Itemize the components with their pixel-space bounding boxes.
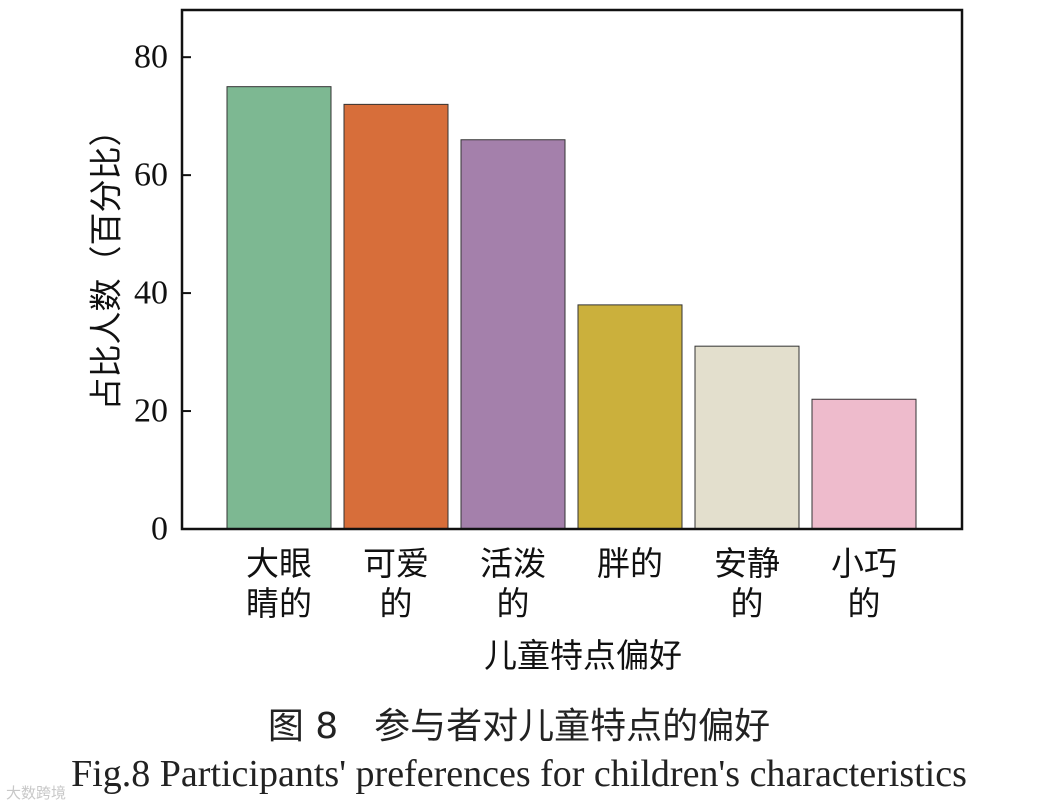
bar-0 [226,86,332,530]
y-axis-label: 占比人数（百分比） [87,114,126,411]
x-tick-label-0-line-0: 大眼 [246,544,312,583]
x-axis-label: 儿童特点偏好 [484,636,682,675]
x-tick-label-1-line-0: 可爱 [363,544,429,583]
x-tick-label-4-line-0: 安静 [714,544,780,583]
y-tick-label-0: 0 [151,511,168,548]
x-tick-label-1-line-1: 的 [380,584,413,623]
x-tick-label-3-line-0: 胖的 [597,544,663,583]
y-ticks: 0 20 40 60 80 [134,39,191,548]
bar-1 [343,103,449,530]
bars-layer [226,86,917,530]
y-tick-label-3: 60 [134,157,168,194]
x-tick-label-4-line-1: 的 [731,584,764,623]
watermark: 大数跨境 [6,784,67,802]
plot-frame [180,8,964,531]
bar-2 [460,139,566,530]
bar-5 [811,398,917,530]
bar-3 [577,304,683,530]
x-tick-label-5-line-1: 的 [848,584,881,623]
y-tick-label-4: 80 [134,39,168,76]
y-tick-label-2: 40 [134,275,168,312]
x-tick-label-0-line-1: 睛的 [246,584,312,623]
x-tick-label-2-line-0: 活泼 [480,544,546,583]
x-tick-label-2-line-1: 的 [497,584,530,623]
bar-4 [694,345,800,530]
figure-caption-chinese: 图 8 参与者对儿童特点的偏好 [267,706,771,747]
y-tick-label-1: 20 [134,393,168,430]
x-tick-label-5-line-0: 小巧 [831,544,897,583]
figure-caption-english: Fig.8 Participants' preferences for chil… [71,753,967,795]
